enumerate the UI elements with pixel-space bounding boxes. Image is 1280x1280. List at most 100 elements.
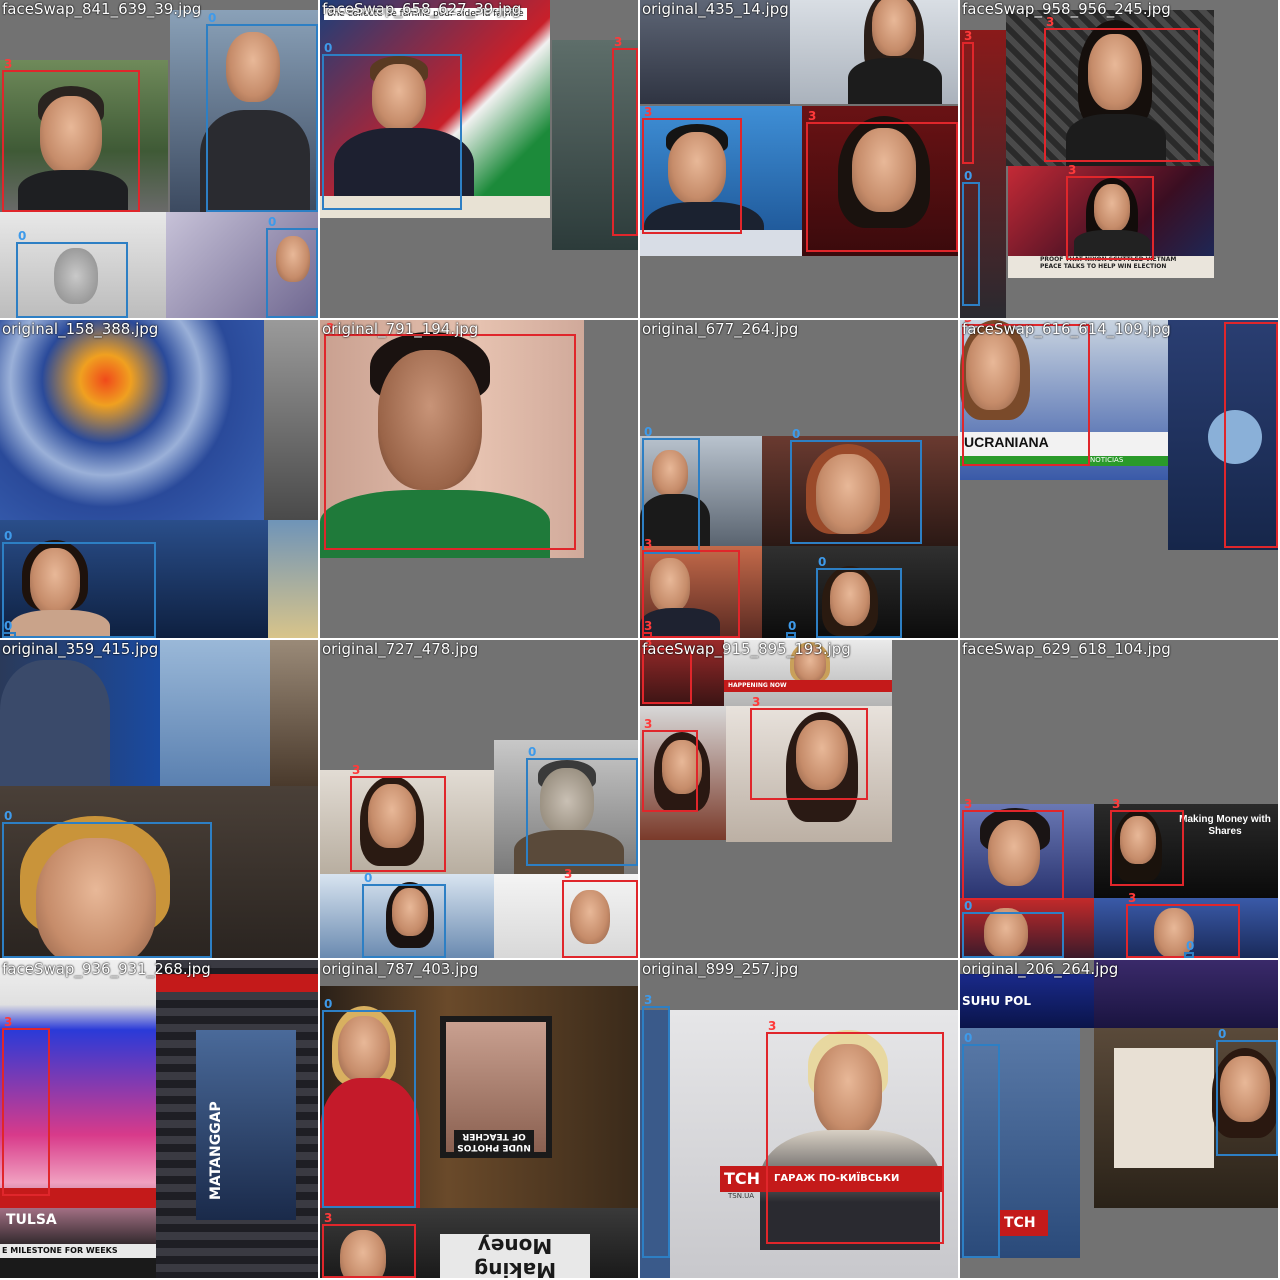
- image-piece: [790, 0, 958, 104]
- tile: PROOF THAT NIXON SCUTTLED VIETNAM PEACE …: [960, 0, 1278, 318]
- bounding-box: 3: [2, 58, 140, 212]
- class-label: 0: [324, 41, 333, 55]
- bounding-box: 0: [816, 556, 902, 638]
- caption-text: ГАРАЖ ПО-КИЇВСЬКИ: [774, 1173, 900, 1184]
- filename-label: original_677_264.jpg: [642, 320, 799, 338]
- bounding-box: 3: [1224, 320, 1278, 548]
- class-label: 3: [962, 320, 974, 325]
- class-label: 3: [614, 35, 623, 49]
- bounding-box: 3: [1126, 892, 1240, 958]
- filename-label: original_158_388.jpg: [2, 320, 159, 338]
- filename-label: original_206_264.jpg: [962, 960, 1119, 978]
- class-label: 3: [768, 1019, 777, 1033]
- class-label: 0: [4, 619, 13, 633]
- image-piece: [726, 706, 892, 842]
- bounding-box: 0: [2, 810, 212, 958]
- bounding-box: 3: [750, 696, 868, 800]
- class-label: 0: [324, 997, 333, 1011]
- class-label: 0: [18, 229, 27, 243]
- site-text: TSN.UA: [728, 1192, 755, 1200]
- bounding-box: 3: [962, 798, 1064, 900]
- class-label: 3: [644, 537, 653, 551]
- bounding-box: 3: [642, 620, 652, 638]
- class-label: 3: [964, 29, 973, 43]
- image-piece: [0, 212, 166, 318]
- image-piece: Une collecte de famille pour aider la fa…: [320, 0, 550, 218]
- bounding-box: 3: [1110, 798, 1184, 886]
- tile: 3 0 0 3 original_727_478.jpg: [320, 640, 638, 958]
- image-piece: TULSA E MILESTONE FOR WEEKS: [0, 960, 156, 1278]
- class-label: 0: [364, 871, 373, 885]
- filename-label: original_727_478.jpg: [322, 640, 479, 658]
- image-piece: Making Money with Shares: [1094, 804, 1278, 898]
- class-label: 3: [1224, 320, 1236, 323]
- class-label: 3: [324, 1211, 333, 1225]
- class-label: 3: [4, 1015, 13, 1029]
- class-label: 3: [1068, 163, 1077, 177]
- class-label: 3: [1112, 797, 1121, 811]
- class-label: 0: [644, 425, 653, 439]
- class-label: 3: [1046, 15, 1055, 29]
- class-label: 3: [564, 867, 573, 881]
- class-label: 0: [208, 11, 217, 25]
- class-label: 3: [808, 109, 817, 123]
- bounding-box: 0: [1216, 1028, 1278, 1156]
- tile: UCRANIANA NOTICIAS 3 3 faceSwap_616_614_…: [960, 320, 1278, 638]
- image-piece: [160, 640, 270, 786]
- bounding-box: 0: [1184, 940, 1194, 958]
- image-piece: [0, 520, 268, 638]
- tile: 0 0 original_158_388.jpg: [0, 320, 318, 638]
- image-piece: [960, 30, 1006, 318]
- filename-label: faceSwap_616_614_109.jpg: [962, 320, 1171, 338]
- image-piece: [270, 640, 318, 786]
- bounding-box: 3: [612, 36, 638, 236]
- bounding-box: 3: [766, 1020, 944, 1244]
- image-piece: SUHU POL: [960, 974, 1094, 1028]
- image-piece: ТСН ГАРАЖ ПО-КИЇВСЬКИ TSN.UA: [640, 1010, 958, 1278]
- bounding-box: 3: [642, 106, 742, 234]
- class-label: 0: [964, 1031, 973, 1045]
- image-piece: [320, 874, 494, 958]
- bounding-box: 0: [16, 230, 128, 318]
- tile: ТСН ГАРАЖ ПО-КИЇВСЬКИ TSN.UA 3 3 origina…: [640, 960, 958, 1278]
- bounding-box: 0: [642, 426, 700, 554]
- class-label: 3: [964, 797, 973, 811]
- class-label: 0: [792, 427, 801, 441]
- bounding-box: 3: [642, 994, 670, 1258]
- class-label: 3: [1128, 891, 1137, 905]
- tile: 0 0 3 0 3 0 original_677_264.jpg: [640, 320, 958, 638]
- sign-text: NUDE PHOTOS OF TEACHER: [454, 1130, 534, 1152]
- bounding-box: 3: [324, 322, 576, 550]
- filename-label: original_791_194.jpg: [322, 320, 479, 338]
- tile: HAPPENING NOW 3 3 3 faceSwap_915_895_193…: [640, 640, 958, 958]
- bounding-box: 3: [962, 320, 1090, 466]
- class-label: 0: [1218, 1027, 1227, 1041]
- banner-text: UCRANIANA: [964, 434, 1049, 450]
- class-label: 3: [644, 105, 653, 119]
- bounding-box: 0: [962, 900, 1064, 958]
- image-piece: NUDE PHOTOS OF TEACHER: [320, 986, 638, 1208]
- class-label: 3: [352, 763, 361, 777]
- filename-label: original_899_257.jpg: [642, 960, 799, 978]
- class-label: 3: [644, 717, 653, 731]
- bounding-box: 3: [1044, 16, 1200, 162]
- class-label: 0: [4, 529, 13, 543]
- bounding-box: 3: [322, 1212, 416, 1278]
- image-piece: [640, 0, 790, 104]
- class-label: 0: [268, 215, 277, 229]
- tile: SUHU POL ТСН 0 0 original_206_264.jpg: [960, 960, 1278, 1278]
- image-piece: [552, 40, 638, 250]
- filename-label: faceSwap_841_639_39.jpg: [2, 0, 202, 18]
- class-label: 3: [644, 640, 653, 649]
- ticker-text: SUHU POL: [962, 994, 1031, 1008]
- bounding-box: 0: [526, 746, 638, 866]
- bounding-box: 0: [2, 530, 156, 638]
- bounding-box: 0: [962, 170, 980, 306]
- class-label: 3: [4, 57, 13, 71]
- channel-logo: ТСН: [1004, 1215, 1036, 1231]
- bounding-box: 3: [2, 1016, 50, 1196]
- sign-text: Making Money with Shares: [1179, 814, 1271, 837]
- filename-label: original_435_14.jpg: [642, 0, 789, 18]
- ticker-text: TULSA: [6, 1212, 57, 1228]
